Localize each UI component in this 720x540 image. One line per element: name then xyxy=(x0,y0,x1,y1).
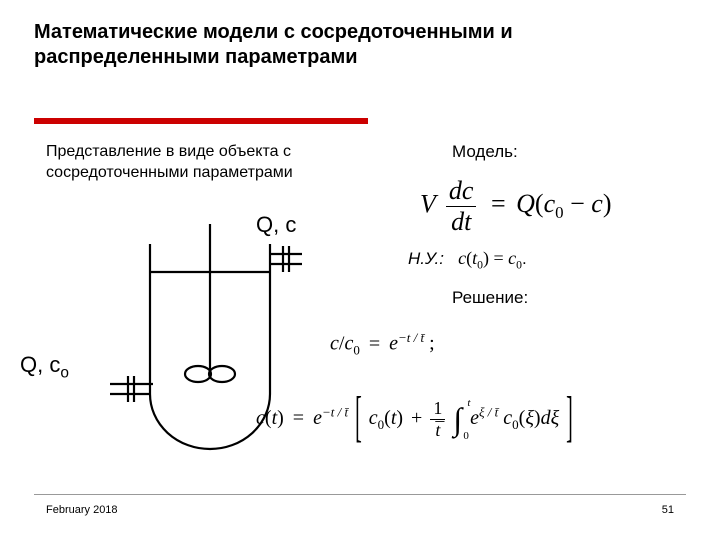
footer-divider xyxy=(34,494,686,495)
diagram-out-label: Q, c xyxy=(256,212,296,238)
solution-label: Решение: xyxy=(452,288,528,308)
page-number: 51 xyxy=(662,504,674,516)
model-equation: V dc dt = Q(c0 − c) xyxy=(420,176,611,237)
subtitle-text: Представление в виде объекта с сосредото… xyxy=(46,142,346,184)
diagram-in-label: Q, co xyxy=(20,352,69,382)
slide-title: Математические модели с сосредоточенными… xyxy=(34,20,686,70)
footer-date: February 2018 xyxy=(46,504,118,516)
initial-condition: Н.У.: c(t0) = c0. xyxy=(408,248,527,272)
model-label: Модель: xyxy=(452,142,518,162)
ic-label: Н.У.: xyxy=(408,249,444,268)
accent-bar xyxy=(34,118,368,124)
solution-eq-1: c/c0 = e−t / t̄ ; xyxy=(330,330,435,359)
reactor-diagram xyxy=(50,224,310,464)
